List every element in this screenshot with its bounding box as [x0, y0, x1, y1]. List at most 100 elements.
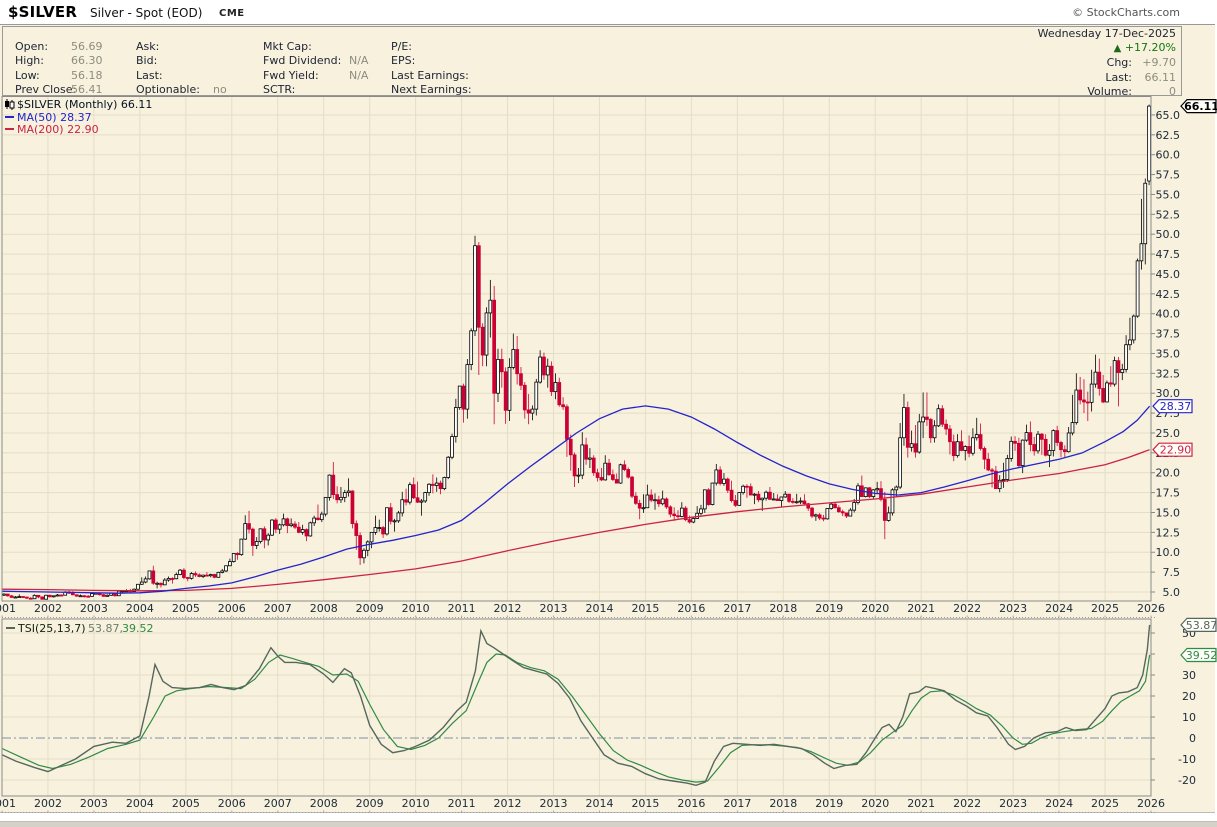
- svg-text:65.0: 65.0: [1156, 109, 1181, 122]
- svg-text:7.5: 7.5: [1163, 566, 1181, 579]
- svg-text:20.0: 20.0: [1156, 467, 1181, 480]
- quote-column-fundamentals: Mkt Cap: Fwd Dividend: N/A Fwd Yield: N/A …: [263, 40, 368, 98]
- svg-text:2019: 2019: [815, 602, 843, 615]
- quote-row: Next Earnings:: [391, 83, 472, 97]
- change-row: Chg: +9.70: [1106, 56, 1176, 70]
- svg-text:32.5: 32.5: [1156, 367, 1181, 380]
- svg-text:15.0: 15.0: [1156, 506, 1181, 519]
- svg-text:2014: 2014: [585, 602, 613, 615]
- svg-text:2001: 2001: [0, 602, 16, 615]
- svg-text:2023: 2023: [999, 602, 1027, 615]
- price-y-axis: 5.07.510.012.515.017.520.022.525.027.530…: [1151, 109, 1180, 599]
- percent-change-row: ▲ +17.20%: [1038, 41, 1176, 56]
- quote-column-bid-ask: Ask: Bid: Last: Optionable: no: [136, 40, 227, 98]
- svg-text:30.0: 30.0: [1156, 387, 1181, 400]
- svg-text:20: 20: [1182, 690, 1196, 703]
- quote-row: P/E:: [391, 40, 412, 53]
- svg-text:2007: 2007: [264, 602, 292, 615]
- value-tag: 39.52: [1180, 647, 1217, 663]
- svg-text:22.90: 22.90: [1160, 444, 1192, 457]
- svg-text:52.5: 52.5: [1156, 208, 1181, 221]
- ma50-line: [1, 405, 1151, 594]
- svg-text:2024: 2024: [1045, 797, 1073, 810]
- svg-text:2006: 2006: [218, 797, 246, 810]
- quote-panel: Open: 56.69 High: 66.30 Low: 56.18 Prev Clo…: [2, 26, 1182, 99]
- quote-row: Prev Close:56.41: [15, 83, 103, 97]
- security-name: Silver - Spot (EOD): [90, 6, 203, 20]
- svg-text:2016: 2016: [677, 797, 705, 810]
- svg-text:2020: 2020: [861, 602, 889, 615]
- svg-text:MA(200) 22.90: MA(200) 22.90: [17, 123, 99, 136]
- tsi-legend: TSI(25,13,7) 53.87, 39.52: [6, 622, 154, 635]
- svg-text:12.5: 12.5: [1156, 526, 1181, 539]
- quote-row: High: 66.30: [15, 54, 103, 68]
- svg-text:0: 0: [1189, 732, 1196, 745]
- svg-text:17.5: 17.5: [1156, 487, 1181, 500]
- svg-text:2021: 2021: [907, 797, 935, 810]
- svg-text:37.5: 37.5: [1156, 328, 1181, 341]
- svg-text:2013: 2013: [540, 602, 568, 615]
- svg-text:2025: 2025: [1091, 602, 1119, 615]
- bottom-page-strip: [0, 821, 1217, 827]
- svg-text:39.52: 39.52: [1186, 649, 1217, 662]
- svg-text:66.11: 66.11: [1184, 100, 1217, 113]
- svg-text:2009: 2009: [356, 797, 384, 810]
- svg-text:2014: 2014: [585, 797, 613, 810]
- svg-text:2012: 2012: [494, 797, 522, 810]
- quote-row: Last Earnings:: [391, 68, 469, 82]
- quote-row: Fwd Yield: N/A: [263, 68, 369, 82]
- svg-text:2001: 2001: [0, 797, 16, 810]
- tsi-signal-line: [1, 653, 1151, 783]
- gridlines: [1, 96, 1152, 813]
- ticker-symbol: $SILVER: [8, 3, 78, 21]
- value-tag: 22.90: [1152, 442, 1193, 457]
- svg-text:2013: 2013: [540, 797, 568, 810]
- quote-row: Bid:: [136, 54, 158, 68]
- svg-text:2015: 2015: [631, 797, 659, 810]
- svg-text:2024: 2024: [1045, 602, 1073, 615]
- svg-text:$SILVER (Monthly) 66.11: $SILVER (Monthly) 66.11: [17, 98, 152, 111]
- svg-text:2017: 2017: [723, 602, 751, 615]
- svg-text:30: 30: [1182, 669, 1196, 682]
- quote-row: EPS:: [391, 54, 416, 68]
- exchange-label: CME: [219, 8, 245, 19]
- svg-text:2004: 2004: [126, 602, 154, 615]
- svg-text:60.0: 60.0: [1156, 149, 1181, 162]
- svg-text:57.5: 57.5: [1156, 169, 1181, 182]
- candlestick-icon: [5, 99, 15, 110]
- x-axis-years: 2001 2001 2002 2002 2003 2003 2004 2004 2005 2005…: [0, 602, 1165, 810]
- value-tag: 53.87: [1180, 617, 1217, 632]
- svg-text:-20: -20: [1178, 774, 1196, 787]
- price-and-tsi-chart[interactable]: 5.07.510.012.515.017.520.022.525.027.530…: [0, 96, 1217, 813]
- price-panel-border: [1, 96, 1152, 602]
- svg-text:2018: 2018: [769, 797, 797, 810]
- quote-row: Last:: [136, 68, 163, 82]
- svg-text:2010: 2010: [402, 602, 430, 615]
- svg-text:53.87: 53.87: [1186, 619, 1217, 632]
- svg-text:2011: 2011: [448, 602, 476, 615]
- svg-text:2022: 2022: [953, 797, 981, 810]
- quote-date: Wednesday 17-Dec-2025: [1037, 27, 1176, 40]
- quote-summary-block: Wednesday 17-Dec-2025 ▲ +17.20% Chg: +9.7…: [1038, 27, 1176, 99]
- svg-text:2023: 2023: [999, 797, 1027, 810]
- svg-text:2003: 2003: [80, 602, 108, 615]
- copyright-text: © StockCharts.com: [1072, 6, 1180, 19]
- title-bar: $SILVER Silver - Spot (EOD) CME © StockC…: [0, 0, 1217, 24]
- svg-text:2008: 2008: [310, 797, 338, 810]
- svg-text:MA(50) 28.37: MA(50) 28.37: [17, 111, 92, 124]
- svg-text:2016: 2016: [677, 602, 705, 615]
- up-triangle-icon: ▲: [1113, 43, 1122, 55]
- svg-text:42.5: 42.5: [1156, 288, 1181, 301]
- volume-row: Volume: 0: [1087, 84, 1176, 98]
- quote-row: Low: 56.18: [15, 68, 103, 82]
- svg-text:2006: 2006: [218, 602, 246, 615]
- quote-row: Open: 56.69: [15, 40, 103, 53]
- quote-row: Mkt Cap:: [263, 40, 312, 53]
- svg-text:2002: 2002: [34, 602, 62, 615]
- svg-text:-10: -10: [1178, 753, 1196, 766]
- svg-text:5.0: 5.0: [1163, 586, 1181, 599]
- last-row: Last: 66.11: [1105, 70, 1176, 84]
- svg-text:55.0: 55.0: [1156, 188, 1181, 201]
- svg-text:2010: 2010: [402, 797, 430, 810]
